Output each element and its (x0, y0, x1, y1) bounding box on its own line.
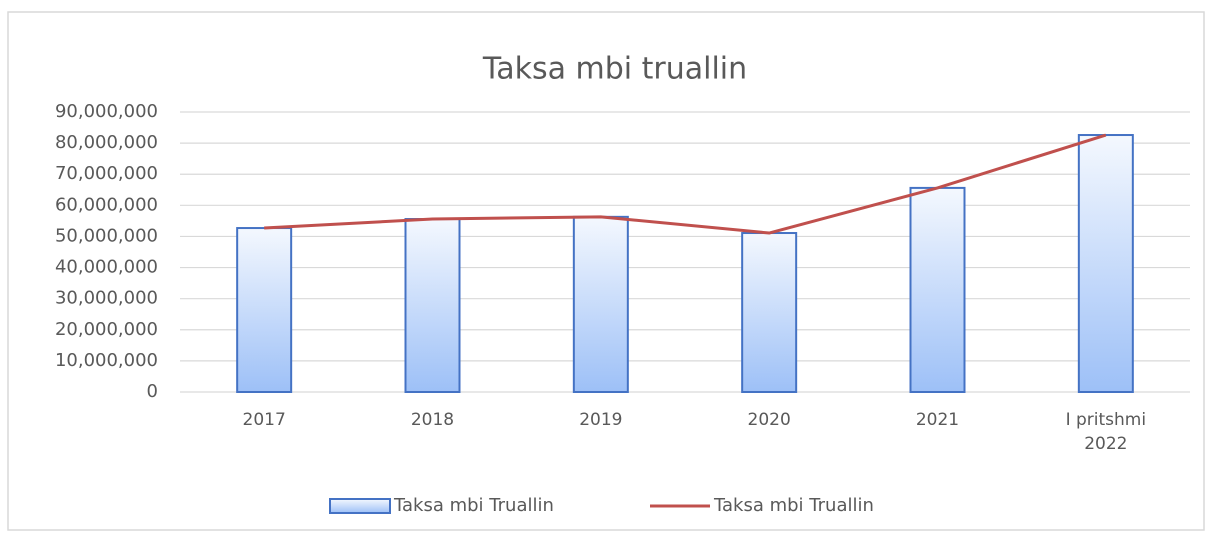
bar (572, 215, 629, 393)
x-tick-label: 2020 (747, 410, 791, 430)
y-tick-label: 0 (147, 381, 158, 402)
bar (909, 186, 966, 393)
x-tick-label: 2021 (915, 410, 960, 430)
x-tick-label: 2017 (242, 410, 286, 430)
y-tick-label: 10,000,000 (55, 350, 158, 371)
x-tick-label: I pritshmi 2022 (1065, 410, 1147, 454)
y-tick-label: 20,000,000 (55, 319, 158, 340)
legend-swatch (329, 498, 391, 514)
y-tick-label: 80,000,000 (55, 132, 158, 153)
line (264, 133, 1107, 235)
bar (236, 227, 293, 393)
bar (1077, 134, 1134, 393)
y-tick-label: 90,000,000 (55, 101, 158, 122)
bar (741, 232, 798, 393)
legend-label: Taksa mbi Truallin (393, 495, 554, 516)
x-tick-label: 2018 (410, 410, 455, 430)
y-tick-label: 50,000,000 (55, 225, 158, 246)
bar (404, 218, 461, 393)
x-tick-label: 2019 (579, 410, 623, 430)
y-tick-label: 40,000,000 (55, 257, 158, 278)
legend-label: Taksa mbi Truallin (713, 495, 874, 516)
chart-title: Taksa mbi truallin (482, 52, 747, 87)
y-tick-label: 60,000,000 (55, 194, 158, 215)
y-tick-label: 30,000,000 (55, 288, 158, 309)
y-tick-label: 70,000,000 (55, 163, 158, 184)
